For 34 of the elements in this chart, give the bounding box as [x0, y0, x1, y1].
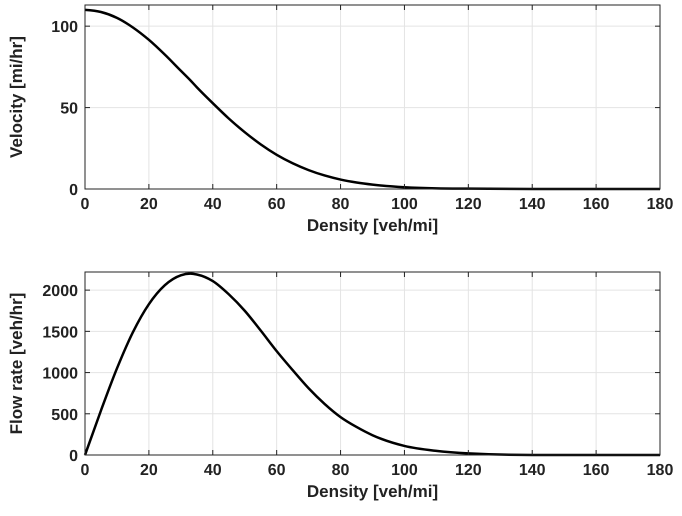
line-series [84, 8, 662, 190]
x-tick-label: 140 [518, 196, 546, 213]
y-tick-label: 2000 [42, 283, 78, 300]
x-tick-label: 160 [582, 462, 610, 479]
x-tick-label: 160 [582, 196, 610, 213]
line-series [84, 272, 662, 456]
x-tick-label: 180 [646, 196, 674, 213]
y-tick-label: 50 [60, 100, 78, 118]
y-tick-label: 100 [51, 19, 78, 36]
x-tick-label: 180 [646, 462, 674, 479]
x-tick-label: 120 [454, 462, 482, 479]
x-tick-label: 60 [268, 196, 286, 213]
x-tick-label: 60 [268, 462, 286, 479]
y-axis-title: Velocity [mi/hr] [7, 36, 26, 158]
y-tick-label: 1000 [42, 366, 78, 383]
y-tick-label: 0 [69, 182, 78, 199]
y-axis-title: Flow rate [veh/hr] [7, 292, 26, 434]
y-tick-label: 1500 [42, 324, 78, 342]
x-tick-label: 0 [80, 462, 90, 479]
x-axis-title: Density [veh/mi] [306, 216, 438, 235]
x-tick-label: 140 [518, 462, 546, 479]
x-tick-label: 100 [391, 196, 418, 213]
x-tick-label: 80 [332, 196, 350, 213]
x-tick-label: 40 [204, 462, 222, 479]
y-tick-label: 500 [51, 406, 78, 424]
x-tick-label: 80 [332, 462, 350, 479]
x-tick-label: 20 [140, 196, 158, 213]
x-tick-label: 100 [391, 462, 418, 479]
x-tick-label: 120 [454, 196, 482, 213]
y-tick-label: 0 [69, 448, 78, 465]
x-axis-title: Density [veh/mi] [306, 482, 438, 501]
x-tick-label: 40 [204, 196, 222, 213]
x-tick-label: 0 [80, 196, 90, 213]
x-tick-label: 20 [140, 462, 158, 479]
